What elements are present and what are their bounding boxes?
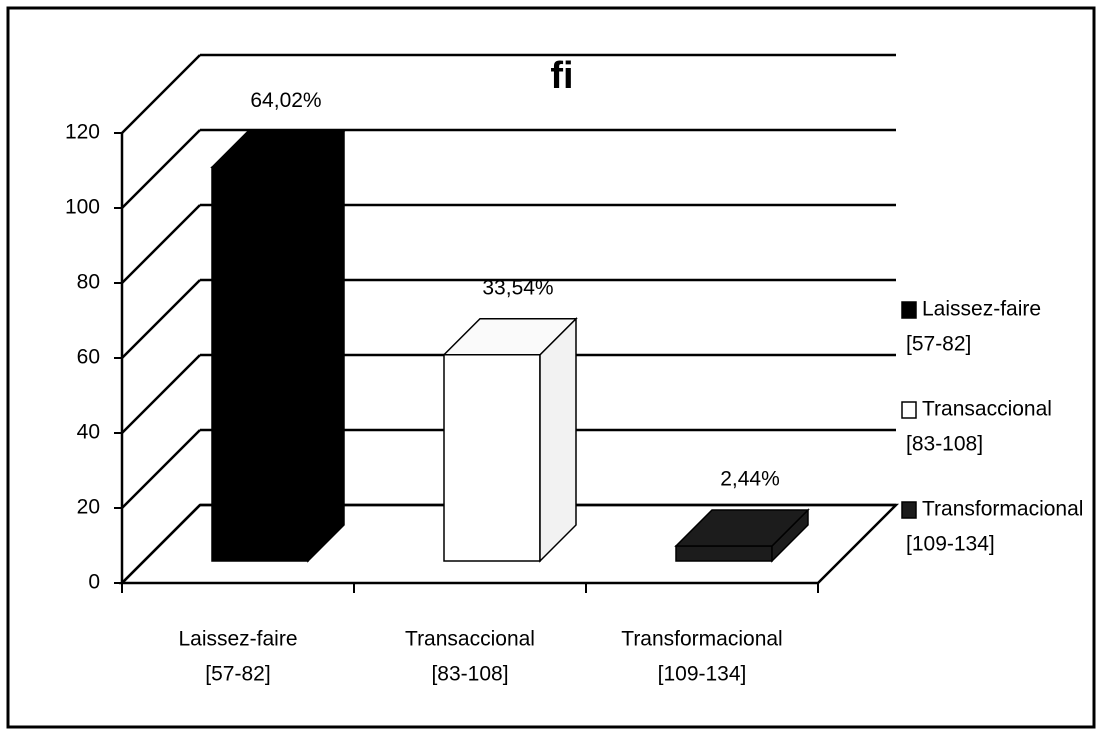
y-tick-label: 120 [65,121,100,144]
legend-label: Transaccional [922,398,1052,421]
legend-label: [109-134] [906,533,995,556]
chart-title: fi [550,55,573,97]
legend-label: [57-82] [906,333,971,356]
y-tick-label: 60 [77,346,100,369]
legend-swatch [901,301,917,319]
y-tick-label: 20 [77,496,100,519]
grid-line [121,429,201,509]
data-label: 2,44% [720,468,780,491]
bar-face [210,130,346,168]
bar-face [442,318,578,356]
bar-face [211,166,309,562]
bar-face [307,129,345,563]
data-label: 64,02% [250,89,321,112]
x-tick-label: Transaccional [405,628,535,651]
y-tick-label: 40 [77,421,100,444]
grid-line [121,54,201,134]
bar [210,129,346,563]
x-tick-label: Transformacional [621,628,782,651]
legend-label: [83-108] [906,433,983,456]
legend-label: Laissez-faire [922,298,1041,321]
bar [442,316,578,563]
bar-face [539,316,577,563]
bar-face [443,354,541,562]
legend-swatch [901,401,917,419]
grid-line [121,129,201,209]
grid-line [121,204,201,284]
grid-line [121,504,201,584]
legend-swatch [901,501,917,519]
x-tick-label: Laissez-faire [178,628,297,651]
y-tick-label: 80 [77,271,100,294]
x-tick-label: [83-108] [431,663,508,686]
y-tick-label: 0 [88,571,100,594]
bar-face [674,509,810,547]
legend-label: Transformacional [922,498,1083,521]
grid-line [121,354,201,434]
data-label: 33,54% [482,276,553,299]
x-tick-label: [109-134] [658,663,747,686]
y-tick-label: 100 [65,196,100,219]
bar-face [675,545,773,562]
x-tick-label: [57-82] [205,663,270,686]
grid-line [121,279,201,359]
bar [674,508,810,563]
